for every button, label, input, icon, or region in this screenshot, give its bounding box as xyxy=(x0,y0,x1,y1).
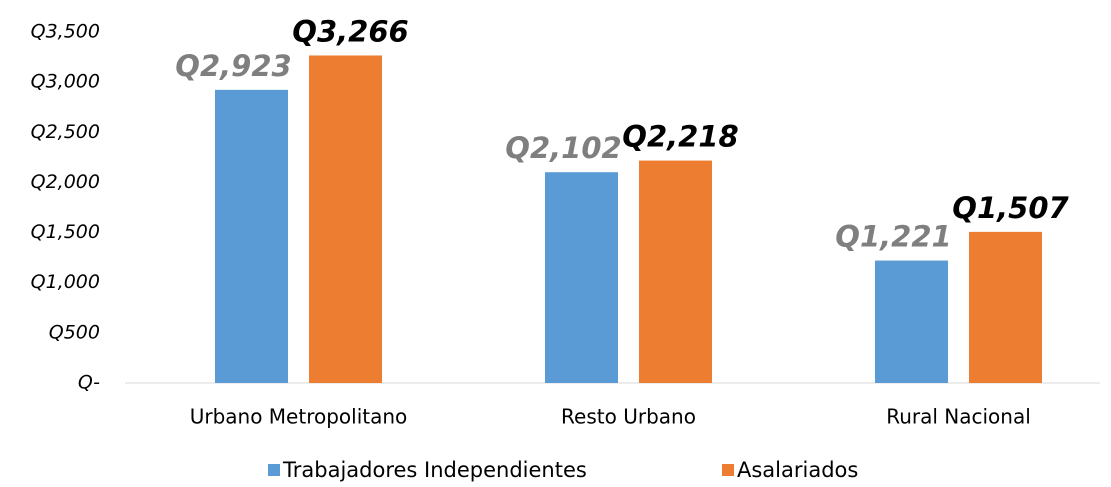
y-tick-label: Q3,500 xyxy=(31,21,100,43)
bar xyxy=(969,231,1042,383)
bar xyxy=(545,172,618,383)
x-tick-label: Urbano Metropolitano xyxy=(190,405,408,429)
value-label: Q2,923 xyxy=(175,49,291,83)
y-tick-label: Q1,000 xyxy=(31,271,100,293)
legend-label: Asalariados xyxy=(737,458,858,482)
bar xyxy=(215,89,288,383)
y-tick-label: Q- xyxy=(78,372,100,394)
y-tick-label: Q1,500 xyxy=(31,221,100,243)
value-label: Q1,507 xyxy=(952,191,1069,225)
y-tick-label: Q2,500 xyxy=(31,121,100,143)
bar xyxy=(875,260,948,383)
y-tick-label: Q500 xyxy=(49,321,100,343)
value-label: Q2,102 xyxy=(505,131,621,165)
y-tick-label: Q2,000 xyxy=(31,171,100,193)
value-label: Q3,266 xyxy=(292,14,408,48)
value-label: Q2,218 xyxy=(622,120,738,154)
x-tick-label: Resto Urbano xyxy=(561,405,696,429)
legend-swatch xyxy=(268,464,280,476)
bar xyxy=(309,55,382,383)
legend-swatch xyxy=(722,464,734,476)
y-tick-label: Q3,000 xyxy=(31,71,100,93)
x-tick-label: Rural Nacional xyxy=(886,405,1031,429)
legend-label: Trabajadores Independientes xyxy=(282,458,587,482)
bar xyxy=(639,160,712,383)
value-label: Q1,221 xyxy=(835,220,951,254)
